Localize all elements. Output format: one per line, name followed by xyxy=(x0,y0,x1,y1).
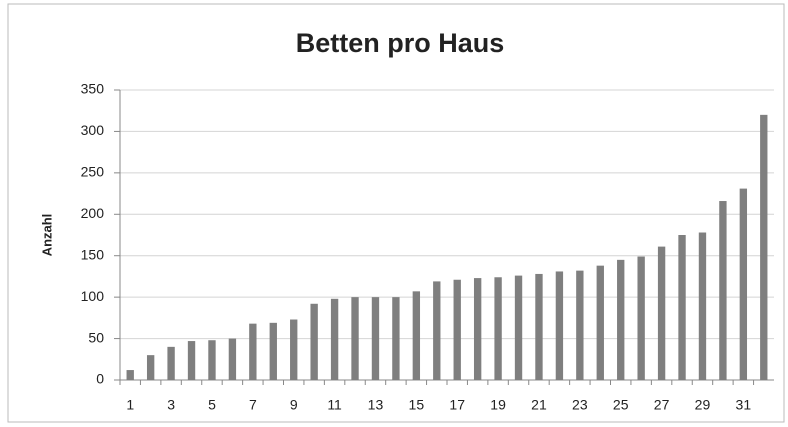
y-tick-label: 350 xyxy=(81,81,105,97)
y-tick-label: 150 xyxy=(81,246,105,262)
y-tick-label: 300 xyxy=(81,122,105,138)
bar xyxy=(351,297,359,380)
x-tick-label: 25 xyxy=(613,397,629,413)
bar xyxy=(187,341,196,380)
bar xyxy=(637,256,645,380)
bar xyxy=(392,297,400,380)
bar xyxy=(698,232,707,380)
bar xyxy=(330,298,339,380)
x-tick-label: 1 xyxy=(126,397,134,413)
bar xyxy=(617,259,625,380)
x-tick-label: 19 xyxy=(490,397,506,413)
y-tick-label: 0 xyxy=(96,371,104,387)
bar xyxy=(249,323,257,380)
bar xyxy=(678,235,686,380)
bar xyxy=(167,346,175,380)
bar xyxy=(535,273,543,380)
bar xyxy=(473,278,482,380)
chart-frame xyxy=(7,3,785,423)
bar xyxy=(310,303,318,380)
bar xyxy=(514,275,523,380)
bar xyxy=(433,281,441,380)
y-tick-label: 100 xyxy=(81,288,105,304)
x-tick-label: 23 xyxy=(572,397,588,413)
x-tick-label: 27 xyxy=(654,397,670,413)
bar xyxy=(453,279,461,380)
chart-title: Betten pro Haus xyxy=(296,28,505,58)
bar xyxy=(126,370,134,380)
bar xyxy=(412,291,421,380)
x-tick-label: 13 xyxy=(368,397,384,413)
bar xyxy=(719,201,727,380)
bar xyxy=(596,265,604,380)
y-tick-label: 250 xyxy=(81,164,105,180)
y-axis-label: Anzahl xyxy=(39,214,54,257)
bar xyxy=(555,271,564,380)
bar xyxy=(269,322,277,380)
x-tick-label: 17 xyxy=(449,397,465,413)
bar xyxy=(228,338,237,380)
bar xyxy=(494,277,502,380)
bar xyxy=(146,355,155,380)
bar xyxy=(371,297,380,380)
x-tick-label: 9 xyxy=(290,397,298,413)
x-tick-label: 21 xyxy=(531,397,547,413)
x-tick-label: 31 xyxy=(736,397,752,413)
x-tick-label: 29 xyxy=(695,397,711,413)
bar xyxy=(739,188,748,380)
x-tick-label: 11 xyxy=(327,397,342,413)
bar xyxy=(208,340,216,380)
x-tick-label: 15 xyxy=(409,397,425,413)
x-tick-label: 3 xyxy=(167,397,175,413)
y-tick-label: 50 xyxy=(88,329,104,345)
x-tick-label: 5 xyxy=(208,397,216,413)
x-tick-label: 7 xyxy=(249,397,257,413)
bar xyxy=(290,319,298,380)
bar xyxy=(576,270,584,380)
bar xyxy=(760,114,768,380)
bar xyxy=(657,246,666,380)
y-tick-label: 200 xyxy=(81,205,105,221)
